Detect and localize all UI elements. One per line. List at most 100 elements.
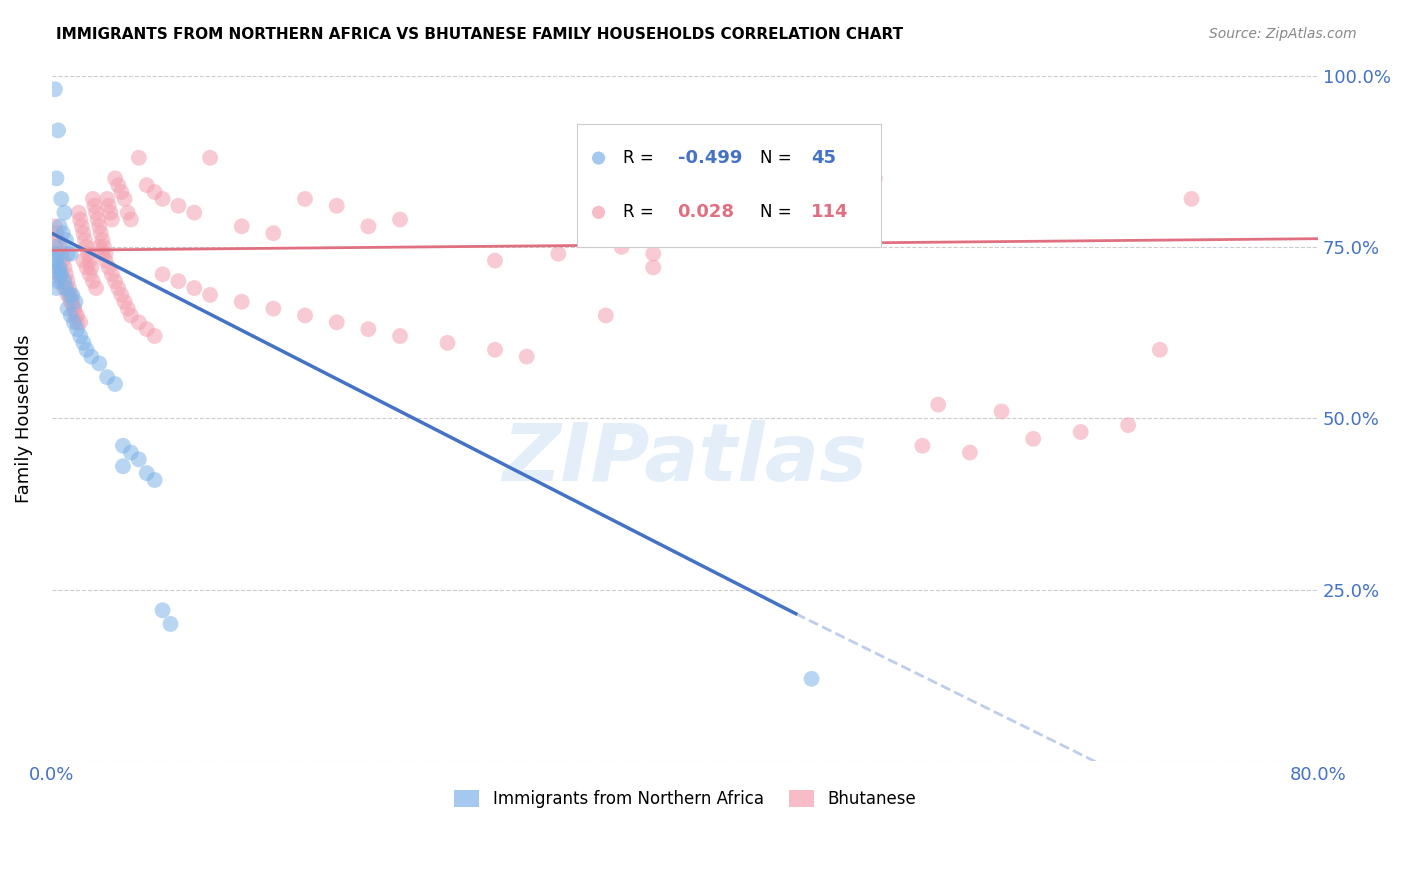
Point [183, 205, 205, 219]
Point [58, 288, 80, 302]
Point [45, 226, 67, 240]
Point [101, 212, 124, 227]
Point [800, 672, 823, 686]
Point [55, 233, 77, 247]
Point [152, 192, 174, 206]
Point [59, 246, 82, 260]
Point [53, 281, 76, 295]
Point [72, 226, 94, 240]
Point [56, 274, 79, 288]
Point [325, 199, 347, 213]
Point [83, 199, 105, 213]
Point [357, 219, 380, 234]
Point [484, 253, 506, 268]
Point [104, 171, 127, 186]
Point [198, 151, 221, 165]
Legend: Immigrants from Northern Africa, Bhutanese: Immigrants from Northern Africa, Bhutane… [447, 783, 922, 814]
Text: IMMIGRANTS FROM NORTHERN AFRICA VS BHUTANESE FAMILY HOUSEHOLDS CORRELATION CHART: IMMIGRANTS FROM NORTHERN AFRICA VS BHUTA… [56, 27, 904, 42]
Point [63, 301, 86, 316]
Point [110, 288, 132, 302]
Point [65, 294, 87, 309]
Point [84, 281, 107, 295]
Point [72, 253, 94, 268]
Point [135, 322, 157, 336]
Point [436, 335, 458, 350]
Point [388, 212, 411, 227]
Point [96, 192, 118, 206]
Point [1149, 343, 1171, 357]
Point [69, 329, 91, 343]
Point [643, 246, 665, 260]
Point [80, 260, 103, 275]
Point [114, 192, 136, 206]
Point [107, 281, 129, 295]
Point [128, 151, 150, 165]
Point [135, 178, 157, 193]
Point [52, 226, 75, 240]
Point [56, 246, 79, 260]
Point [990, 404, 1012, 418]
Point [67, 205, 90, 219]
Point [48, 268, 70, 282]
Point [1180, 192, 1202, 206]
Point [60, 288, 83, 302]
Point [58, 281, 80, 295]
Point [167, 274, 190, 288]
Point [231, 219, 253, 234]
Point [82, 274, 104, 288]
Point [107, 178, 129, 193]
Point [79, 268, 101, 282]
Point [46, 268, 69, 282]
Point [70, 219, 93, 234]
Point [96, 370, 118, 384]
Point [60, 294, 83, 309]
Point [90, 226, 112, 240]
Point [516, 350, 538, 364]
Point [53, 205, 76, 219]
Point [120, 445, 142, 459]
Point [104, 274, 127, 288]
Point [66, 315, 89, 329]
Point [51, 246, 73, 260]
Point [69, 315, 91, 329]
Point [325, 315, 347, 329]
Point [143, 473, 166, 487]
Point [93, 240, 115, 254]
Point [863, 171, 886, 186]
Point [1116, 418, 1139, 433]
Point [77, 246, 100, 260]
Point [97, 260, 120, 275]
Point [143, 329, 166, 343]
Point [63, 315, 86, 329]
Point [56, 301, 79, 316]
Point [89, 356, 111, 370]
Point [59, 309, 82, 323]
Point [63, 301, 86, 316]
Point [167, 199, 190, 213]
Point [89, 240, 111, 254]
Point [152, 268, 174, 282]
Point [595, 309, 617, 323]
Point [117, 301, 139, 316]
Point [72, 335, 94, 350]
Text: Source: ZipAtlas.com: Source: ZipAtlas.com [1209, 27, 1357, 41]
Point [198, 288, 221, 302]
Point [48, 240, 70, 254]
Point [1022, 432, 1045, 446]
Point [45, 171, 67, 186]
Point [97, 199, 120, 213]
Point [388, 329, 411, 343]
Point [66, 322, 89, 336]
Point [706, 185, 728, 199]
Y-axis label: Family Households: Family Households [15, 334, 32, 502]
Point [66, 309, 89, 323]
Point [101, 268, 124, 282]
Point [46, 260, 69, 275]
Point [48, 219, 70, 234]
Point [610, 240, 633, 254]
Point [94, 253, 117, 268]
Point [752, 178, 775, 193]
Point [104, 377, 127, 392]
Point [128, 452, 150, 467]
Point [183, 281, 205, 295]
